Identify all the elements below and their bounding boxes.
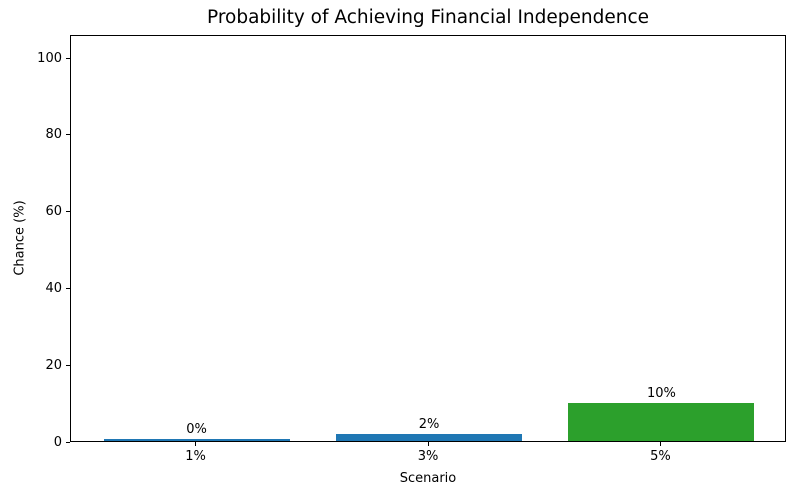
y-axis-label: Chance (%) — [12, 200, 28, 276]
bar-value-label: 2% — [418, 417, 440, 433]
y-tick-mark — [66, 57, 70, 59]
bar-1pct — [103, 439, 290, 441]
y-tick-label: 100 — [37, 50, 62, 66]
chart-title: Probability of Achieving Financial Indep… — [206, 7, 650, 28]
y-tick-label: 60 — [45, 204, 62, 220]
y-tick-mark — [66, 287, 70, 289]
x-tick-mark — [659, 442, 661, 446]
x-tick-label: 5% — [650, 449, 671, 464]
y-tick-label: 20 — [45, 357, 62, 373]
y-tick-label: 80 — [45, 127, 62, 143]
y-tick-mark — [66, 441, 70, 443]
y-tick-mark — [66, 211, 70, 213]
bar-3pct — [336, 434, 522, 441]
y-tick-label: 40 — [45, 280, 62, 296]
x-tick-label: 1% — [185, 449, 206, 464]
x-axis-label: Scenario — [399, 471, 457, 486]
y-tick-mark — [66, 364, 70, 366]
bar-value-label: 10% — [647, 385, 676, 401]
y-tick-label: 0 — [53, 434, 62, 450]
y-tick-mark — [66, 134, 70, 136]
bar-5pct — [568, 402, 755, 441]
x-tick-mark — [427, 442, 429, 446]
plot-area: 0% 2% 10% — [70, 35, 786, 442]
x-tick-label: 3% — [417, 449, 439, 464]
bar-value-label: 0% — [186, 422, 207, 438]
x-tick-mark — [195, 442, 197, 446]
